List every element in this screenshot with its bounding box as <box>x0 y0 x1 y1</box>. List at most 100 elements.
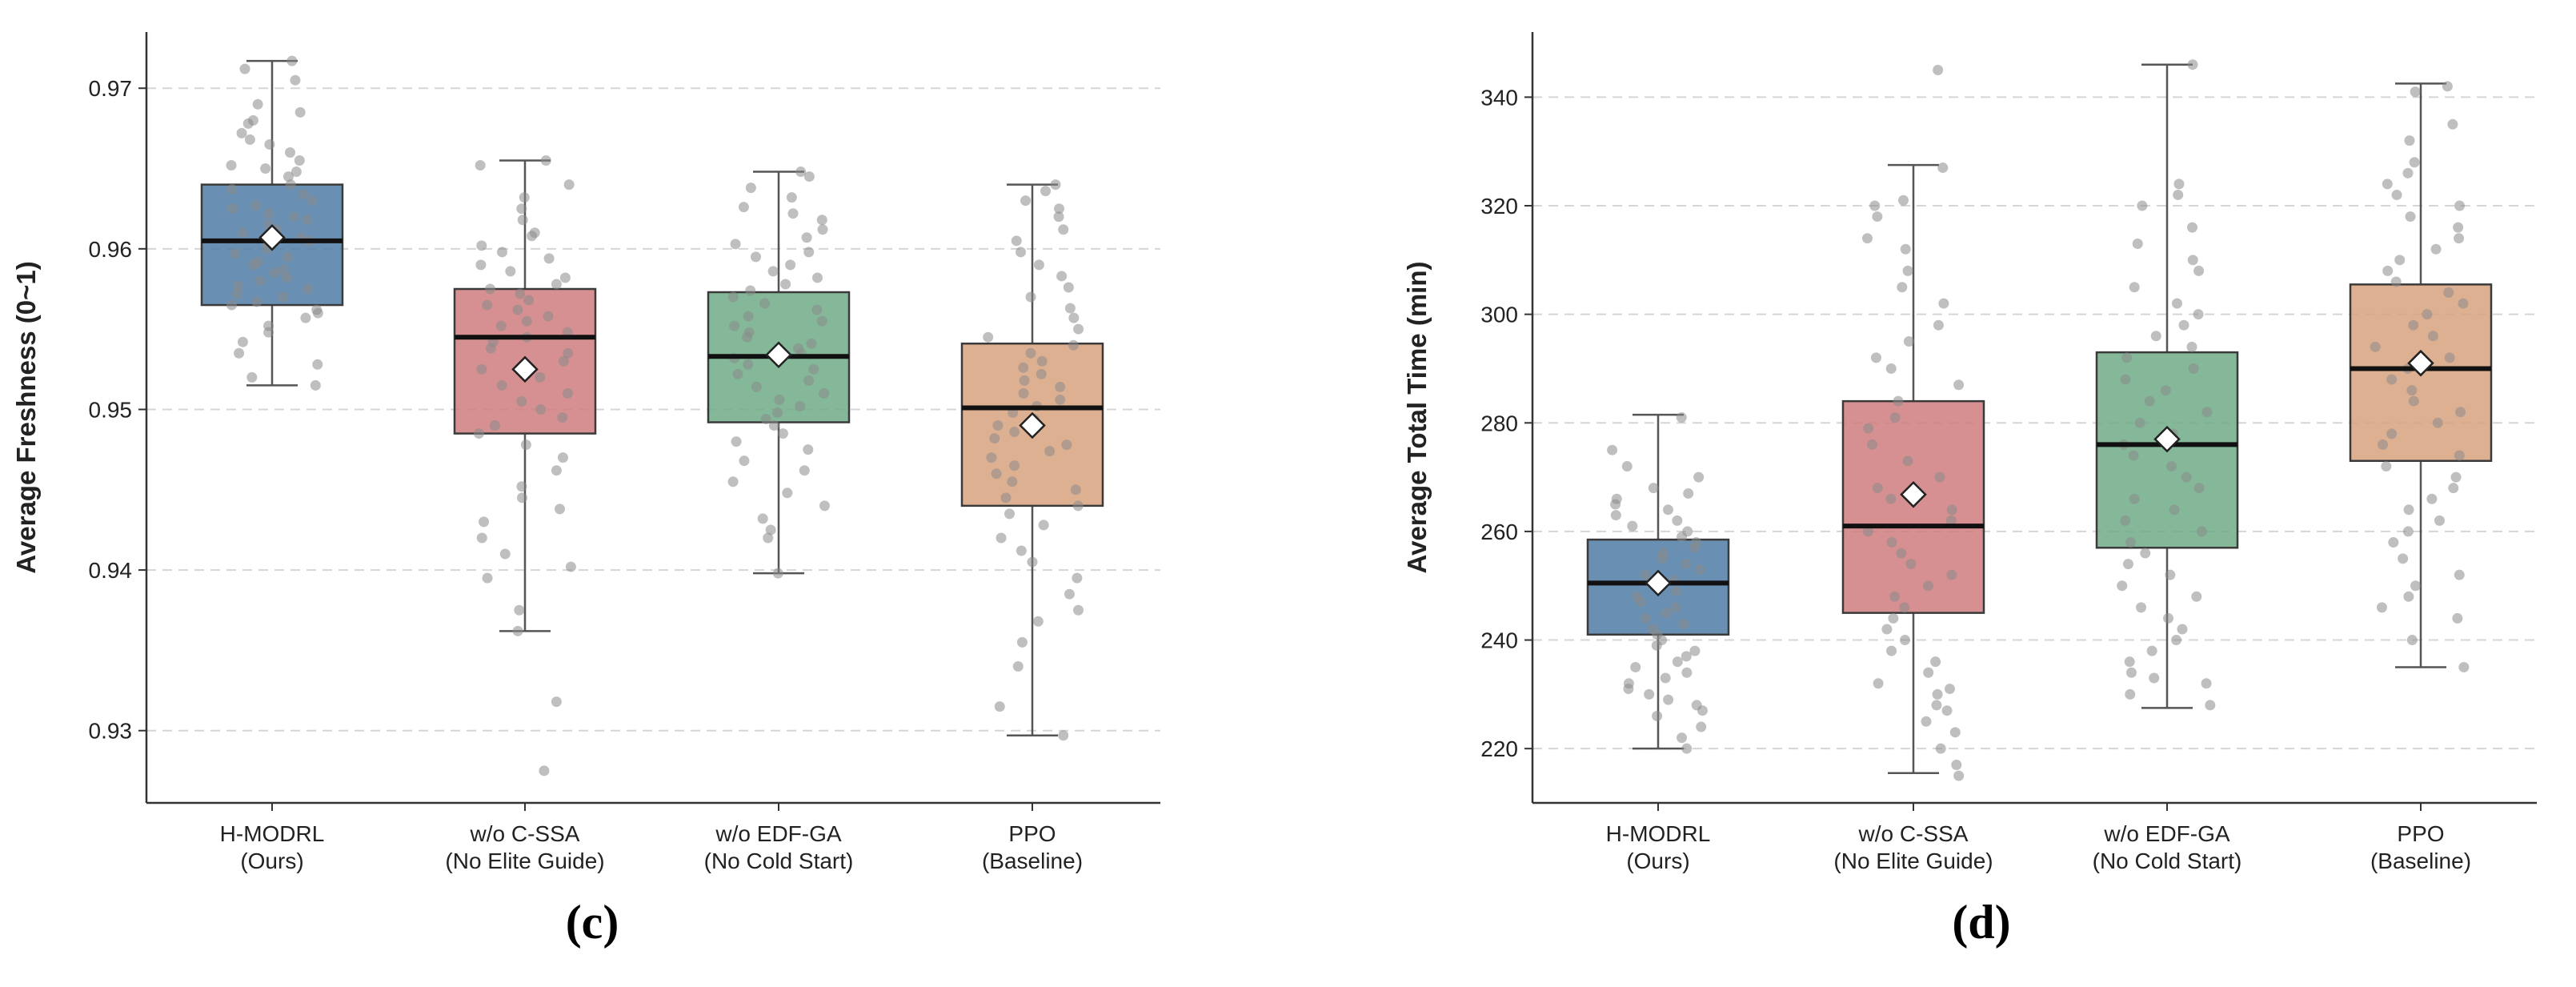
data-point <box>2188 363 2199 374</box>
data-point <box>2454 450 2465 461</box>
x-tick-label: w/o EDF-GA <box>2103 821 2229 846</box>
y-tick-label: 220 <box>1480 736 1518 761</box>
data-point <box>1607 444 1618 455</box>
data-point <box>1930 656 1941 668</box>
data-point <box>520 439 531 451</box>
data-point <box>768 420 779 431</box>
data-point <box>246 371 258 383</box>
data-point <box>251 296 262 307</box>
data-point <box>795 400 806 411</box>
data-point <box>278 291 289 303</box>
data-point <box>2117 580 2128 592</box>
data-point <box>1872 483 1883 494</box>
data-point <box>2187 255 2198 266</box>
data-point <box>312 359 323 370</box>
data-point <box>2398 553 2409 564</box>
data-point <box>2408 395 2419 407</box>
data-point <box>1053 203 1064 215</box>
data-point <box>1941 705 1953 716</box>
x-tick-label: (No Cold Start) <box>704 849 854 873</box>
x-tick-label: (No Elite Guide) <box>445 849 604 873</box>
data-point <box>558 355 569 367</box>
x-tick-label: PPO <box>1008 821 1056 846</box>
data-point <box>2129 493 2140 504</box>
data-point <box>482 572 493 584</box>
data-point <box>2165 569 2176 580</box>
data-point <box>2125 667 2137 678</box>
data-point <box>1623 684 1634 695</box>
data-point <box>2132 238 2143 249</box>
data-point <box>1933 64 1944 75</box>
data-point <box>1636 596 1647 608</box>
data-point <box>816 215 827 226</box>
data-point <box>1019 375 1030 386</box>
x-tick-label: (No Elite Guide) <box>1833 849 1993 873</box>
data-point <box>496 379 507 391</box>
mean-marker <box>258 224 286 251</box>
data-point <box>767 266 779 277</box>
panel-d-chart: 220 240 260 280 300 320 340 Average Total Time … <box>1402 32 2537 949</box>
x-tick-label: H-MODRL <box>1606 821 1711 846</box>
data-point <box>1888 612 1899 624</box>
data-point <box>254 275 266 287</box>
data-point <box>729 320 740 331</box>
data-point <box>819 387 830 399</box>
data-point <box>1869 200 1881 211</box>
data-point <box>1000 492 1012 504</box>
data-point <box>1068 339 1079 351</box>
data-point <box>310 379 321 391</box>
data-point <box>2181 471 2192 483</box>
data-point <box>1036 368 1047 379</box>
data-point <box>1657 553 1668 564</box>
data-point <box>2381 461 2392 472</box>
data-point <box>226 160 237 171</box>
data-point <box>803 375 815 386</box>
data-point <box>2178 319 2189 331</box>
data-point <box>1064 303 1076 314</box>
data-point <box>1866 439 1877 450</box>
data-point <box>806 338 817 349</box>
data-point <box>2455 407 2466 418</box>
data-point <box>1016 545 1027 556</box>
data-point <box>2173 189 2184 200</box>
data-point <box>479 516 490 528</box>
data-point <box>517 492 528 504</box>
data-point <box>2453 222 2464 233</box>
data-point <box>738 202 749 213</box>
data-point <box>2193 483 2205 494</box>
x-tick-label: w/o EDF-GA <box>715 821 841 846</box>
data-point <box>2149 672 2160 684</box>
data-point <box>244 134 255 145</box>
data-point <box>2136 602 2147 613</box>
data-point <box>557 452 568 463</box>
data-point <box>2121 352 2133 363</box>
data-point <box>2403 591 2414 602</box>
data-point <box>732 368 743 379</box>
data-point <box>1693 471 1705 483</box>
x-tick-label: (Baseline) <box>982 849 1083 873</box>
data-point <box>516 203 527 215</box>
data-point <box>1676 412 1687 423</box>
mean-marker <box>1019 411 1046 439</box>
data-point <box>229 248 240 259</box>
data-point <box>539 765 550 776</box>
data-point <box>2443 287 2454 299</box>
data-point <box>1953 770 1965 781</box>
data-point <box>991 468 1002 479</box>
data-point <box>1027 556 1038 568</box>
data-point <box>282 171 294 183</box>
data-point <box>2191 591 2202 602</box>
data-point <box>535 403 547 415</box>
data-point <box>2150 331 2161 342</box>
data-point <box>521 315 532 327</box>
data-point <box>785 259 796 271</box>
data-point <box>2177 624 2188 635</box>
data-point <box>1889 591 1901 602</box>
data-point <box>290 167 302 178</box>
data-point <box>2452 612 2463 624</box>
data-point <box>1009 460 1020 471</box>
y-tick-label: 0.94 <box>89 558 133 583</box>
data-point <box>551 279 562 290</box>
data-point <box>1652 710 1663 721</box>
data-point <box>239 63 250 74</box>
